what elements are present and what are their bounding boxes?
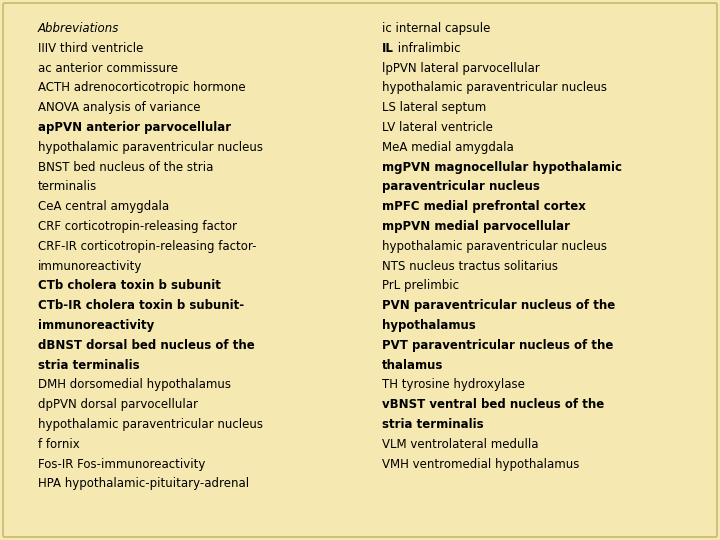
Text: terminalis: terminalis — [38, 180, 97, 193]
Text: Fos-IR Fos-immunoreactivity: Fos-IR Fos-immunoreactivity — [38, 457, 205, 470]
Text: IIIV third ventricle: IIIV third ventricle — [38, 42, 143, 55]
Text: LS lateral septum: LS lateral septum — [382, 101, 486, 114]
Text: immunoreactivity: immunoreactivity — [38, 319, 154, 332]
Text: PVT paraventricular nucleus of the: PVT paraventricular nucleus of the — [382, 339, 613, 352]
Text: PVN paraventricular nucleus of the: PVN paraventricular nucleus of the — [382, 299, 616, 312]
Text: HPA hypothalamic-pituitary-adrenal: HPA hypothalamic-pituitary-adrenal — [38, 477, 249, 490]
Text: vBNST ventral bed nucleus of the: vBNST ventral bed nucleus of the — [382, 398, 604, 411]
Text: hypothalamic paraventricular nucleus: hypothalamic paraventricular nucleus — [38, 418, 263, 431]
Text: VLM ventrolateral medulla: VLM ventrolateral medulla — [382, 438, 539, 451]
Text: PrL prelimbic: PrL prelimbic — [382, 279, 459, 292]
Text: VMH ventromedial hypothalamus: VMH ventromedial hypothalamus — [382, 457, 580, 470]
FancyBboxPatch shape — [3, 3, 717, 537]
Text: CRF corticotropin-releasing factor: CRF corticotropin-releasing factor — [38, 220, 237, 233]
Text: stria terminalis: stria terminalis — [38, 359, 140, 372]
Text: hypothalamic paraventricular nucleus: hypothalamic paraventricular nucleus — [38, 141, 263, 154]
Text: mPFC medial prefrontal cortex: mPFC medial prefrontal cortex — [382, 200, 586, 213]
Text: mpPVN medial parvocellular: mpPVN medial parvocellular — [382, 220, 570, 233]
Text: hypothalamic paraventricular nucleus: hypothalamic paraventricular nucleus — [382, 240, 607, 253]
Text: stria terminalis: stria terminalis — [382, 418, 484, 431]
Text: ac anterior commissure: ac anterior commissure — [38, 62, 178, 75]
Text: ANOVA analysis of variance: ANOVA analysis of variance — [38, 101, 200, 114]
Text: hypothalamus: hypothalamus — [382, 319, 476, 332]
Text: f fornix: f fornix — [38, 438, 80, 451]
Text: apPVN anterior parvocellular: apPVN anterior parvocellular — [38, 121, 231, 134]
Text: BNST bed nucleus of the stria: BNST bed nucleus of the stria — [38, 160, 213, 173]
Text: CeA central amygdala: CeA central amygdala — [38, 200, 169, 213]
Text: CRF-IR corticotropin-releasing factor-: CRF-IR corticotropin-releasing factor- — [38, 240, 256, 253]
Text: dpPVN dorsal parvocellular: dpPVN dorsal parvocellular — [38, 398, 198, 411]
Text: ACTH adrenocorticotropic hormone: ACTH adrenocorticotropic hormone — [38, 82, 246, 94]
Text: paraventricular nucleus: paraventricular nucleus — [382, 180, 540, 193]
Text: lpPVN lateral parvocellular: lpPVN lateral parvocellular — [382, 62, 540, 75]
Text: immunoreactivity: immunoreactivity — [38, 260, 143, 273]
Text: dBNST dorsal bed nucleus of the: dBNST dorsal bed nucleus of the — [38, 339, 255, 352]
Text: MeA medial amygdala: MeA medial amygdala — [382, 141, 514, 154]
Text: infralimbic: infralimbic — [394, 42, 460, 55]
Text: thalamus: thalamus — [382, 359, 444, 372]
Text: CTb-IR cholera toxin b subunit-: CTb-IR cholera toxin b subunit- — [38, 299, 244, 312]
Text: hypothalamic paraventricular nucleus: hypothalamic paraventricular nucleus — [382, 82, 607, 94]
Text: NTS nucleus tractus solitarius: NTS nucleus tractus solitarius — [382, 260, 558, 273]
Text: IL: IL — [382, 42, 394, 55]
Text: TH tyrosine hydroxylase: TH tyrosine hydroxylase — [382, 379, 525, 392]
Text: LV lateral ventricle: LV lateral ventricle — [382, 121, 493, 134]
Text: mgPVN magnocellular hypothalamic: mgPVN magnocellular hypothalamic — [382, 160, 622, 173]
Text: Abbreviations: Abbreviations — [38, 22, 120, 35]
Text: CTb cholera toxin b subunit: CTb cholera toxin b subunit — [38, 279, 221, 292]
Text: ic internal capsule: ic internal capsule — [382, 22, 490, 35]
Text: DMH dorsomedial hypothalamus: DMH dorsomedial hypothalamus — [38, 379, 231, 392]
